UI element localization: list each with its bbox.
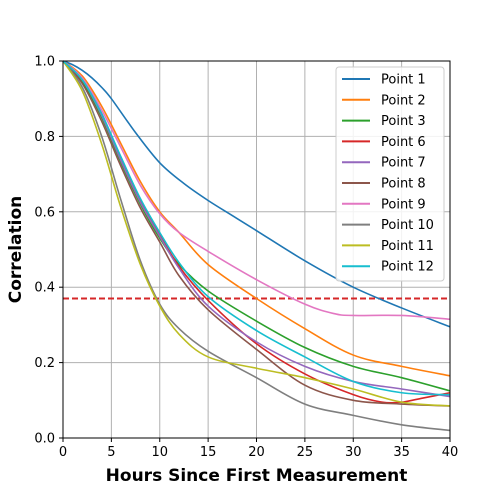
legend-label: Point 10	[381, 218, 434, 233]
series-line-point-3	[62, 60, 451, 392]
y-tick-label: 0.8	[34, 130, 55, 145]
legend-label: Point 3	[381, 114, 426, 129]
legend-label: Point 1	[381, 73, 426, 88]
x-tick-label: 25	[297, 445, 314, 460]
series-line-point-8	[62, 60, 451, 407]
x-tick-label: 30	[345, 445, 362, 460]
x-tick-label: 40	[442, 445, 459, 460]
series-line-point-9	[62, 60, 451, 321]
x-tick-label: 35	[393, 445, 410, 460]
legend: Point 1 Point 2 Point 3 Point 6 Point 7 Point…	[335, 66, 445, 282]
y-axis-title: Correlation	[6, 196, 26, 304]
y-tick-label: 0.6	[34, 205, 55, 220]
series-line-point-11	[62, 60, 451, 407]
legend-label: Point 9	[381, 197, 426, 212]
series-line-point-10	[62, 60, 451, 432]
y-tick-label: 0.2	[34, 356, 55, 371]
legend-label: Point 12	[381, 260, 434, 275]
series-line-point-1	[62, 60, 451, 328]
y-tick-label: 1.0	[34, 55, 55, 70]
axis-ticks: 0 5 10 15 20 25 30 35 40 0.0 0.2 0.4 0.6 0.8 1.0	[34, 55, 458, 461]
legend-label: Point 7	[381, 156, 426, 171]
series-line-point-12	[62, 60, 451, 396]
legend-label: Point 2	[381, 93, 426, 108]
x-tick-label: 0	[59, 445, 67, 460]
x-tick-label: 15	[200, 445, 217, 460]
x-tick-label: 10	[151, 445, 168, 460]
y-tick-label: 0.4	[34, 281, 55, 296]
legend-label: Point 6	[381, 135, 426, 150]
x-tick-label: 5	[107, 445, 115, 460]
y-tick-label: 0.0	[34, 432, 55, 447]
x-axis-title: Hours Since First Measurement	[106, 466, 408, 486]
legend-label: Point 11	[381, 239, 434, 254]
legend-label: Point 8	[381, 177, 426, 192]
series-group	[62, 60, 451, 432]
x-tick-label: 20	[248, 445, 265, 460]
